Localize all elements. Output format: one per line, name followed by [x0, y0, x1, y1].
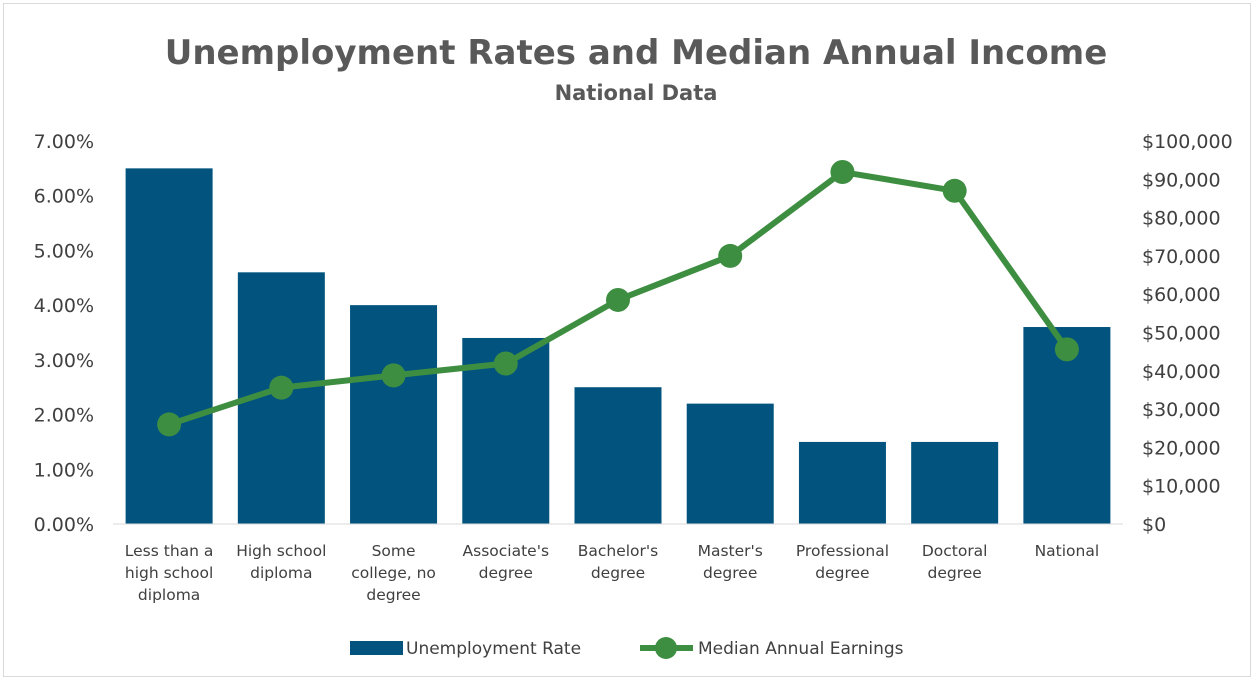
bar [911, 441, 999, 524]
legend-label-earnings: Median Annual Earnings [698, 639, 904, 659]
earnings-marker [606, 287, 630, 312]
earnings-marker [942, 178, 967, 203]
category-label-line: Doctoral [922, 542, 988, 560]
category-label-line: diploma [250, 564, 312, 582]
left-axis: 0.00% 1.00% 2.00% 3.00% 4.00% 5.00% 6.00% 7.00% [34, 131, 94, 536]
legend-line-marker [655, 637, 677, 659]
right-tick-label: $80,000 [1142, 208, 1221, 230]
left-tick-label: 1.00% [34, 459, 94, 481]
earnings-marker [830, 160, 855, 185]
earnings-marker [718, 243, 743, 268]
right-tick-label: $10,000 [1142, 476, 1221, 498]
right-tick-label: $60,000 [1142, 284, 1221, 306]
left-tick-label: 5.00% [34, 240, 94, 262]
category-label: Some college, no degree [351, 542, 436, 604]
bar [686, 403, 774, 524]
right-tick-label: $90,000 [1142, 169, 1221, 191]
left-tick-label: 6.00% [34, 186, 94, 208]
category-label-line: Professional [796, 542, 889, 560]
category-label: Bachelor's degree [578, 542, 659, 582]
category-label: Doctoral degree [922, 542, 988, 582]
right-tick-label: $50,000 [1142, 323, 1221, 345]
left-tick-label: 2.00% [34, 405, 94, 427]
category-label-line: Master's [698, 542, 763, 560]
legend-bar-swatch [350, 641, 403, 655]
category-label-line: degree [815, 564, 869, 582]
line-series [157, 160, 1079, 437]
right-tick-label: $30,000 [1142, 399, 1221, 421]
right-tick-label: $70,000 [1142, 246, 1221, 268]
chart-title: Unemployment Rates and Median Annual Inc… [165, 33, 1108, 73]
category-label-line: Some [372, 542, 416, 560]
earnings-marker [381, 363, 406, 388]
category-label-line: degree [928, 564, 982, 582]
left-tick-label: 0.00% [34, 514, 94, 536]
category-label-line: degree [366, 586, 420, 604]
bar [125, 168, 213, 524]
right-tick-label: $0 [1142, 514, 1166, 536]
category-label: Professional degree [796, 542, 889, 582]
right-tick-label: $20,000 [1142, 437, 1221, 459]
category-label: Less than a high school diploma [125, 542, 214, 604]
category-label-line: High school [236, 542, 326, 560]
bar [574, 387, 662, 524]
bar [350, 305, 438, 524]
left-tick-label: 3.00% [34, 350, 94, 372]
legend: Unemployment Rate Median Annual Earnings [350, 637, 904, 659]
category-label-line: diploma [138, 586, 200, 604]
earnings-marker [1054, 337, 1079, 362]
bar-series [125, 168, 1111, 524]
legend-label-unemployment: Unemployment Rate [406, 639, 581, 659]
chart-subtitle: National Data [555, 81, 718, 105]
category-label-line: high school [125, 564, 213, 582]
right-tick-label: $40,000 [1142, 361, 1221, 383]
left-tick-label: 4.00% [34, 295, 94, 317]
category-label: Master's degree [698, 542, 763, 582]
right-tick-label: $100,000 [1142, 131, 1233, 153]
earnings-marker [157, 412, 182, 437]
category-label-line: degree [591, 564, 645, 582]
earnings-marker [269, 375, 294, 400]
left-tick-label: 7.00% [34, 131, 94, 153]
category-label-line: National [1035, 542, 1100, 560]
bar [798, 441, 886, 524]
category-label-line: degree [479, 564, 533, 582]
category-label-line: Associate's [463, 542, 550, 560]
category-label-line: Bachelor's [578, 542, 659, 560]
category-label-line: college, no [351, 564, 436, 582]
category-label: High school diploma [236, 542, 326, 582]
category-label: Associate's degree [463, 542, 550, 582]
category-label-line: Less than a [125, 542, 214, 560]
category-label-line: degree [703, 564, 757, 582]
right-axis: $0 $10,000 $20,000 $30,000 $40,000 $50,000 $60… [1142, 131, 1233, 536]
category-label: National [1035, 542, 1100, 560]
earnings-marker [493, 351, 518, 376]
